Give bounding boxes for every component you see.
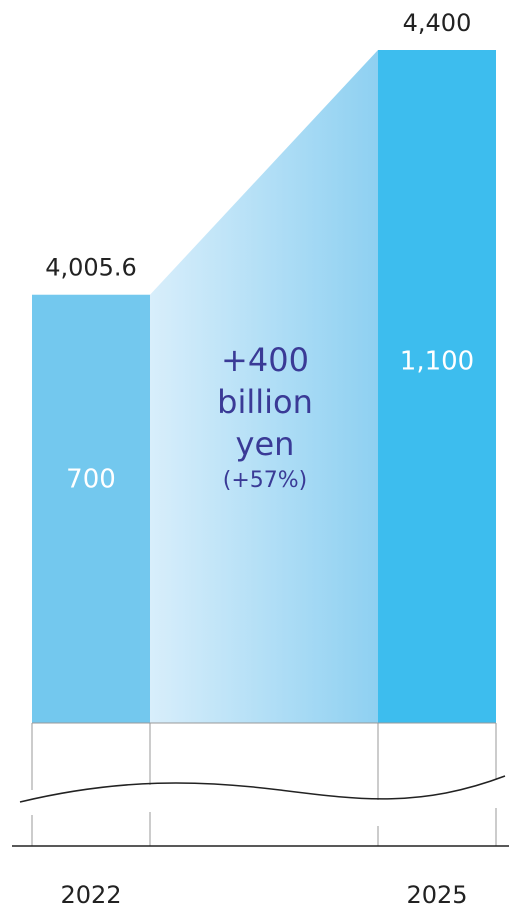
annotation: billion xyxy=(217,383,313,421)
break-gap xyxy=(20,794,505,820)
annotation: +400 xyxy=(221,341,309,379)
bar-value-label: 1,100 xyxy=(400,347,474,377)
x-tick-label: 2022 xyxy=(60,881,121,909)
annotation: yen xyxy=(236,425,295,463)
bar-total-label: 4,005.6 xyxy=(45,254,137,282)
bar-total-label: 4,400 xyxy=(403,9,472,37)
bar xyxy=(32,294,150,723)
axis-break xyxy=(31,722,497,846)
bar xyxy=(378,50,496,723)
growth-area xyxy=(150,50,378,723)
annotation-sub: (+57%) xyxy=(223,468,308,493)
bar-value-label: 700 xyxy=(66,465,116,495)
x-tick-label: 2025 xyxy=(406,881,467,909)
break-wave xyxy=(19,775,506,803)
